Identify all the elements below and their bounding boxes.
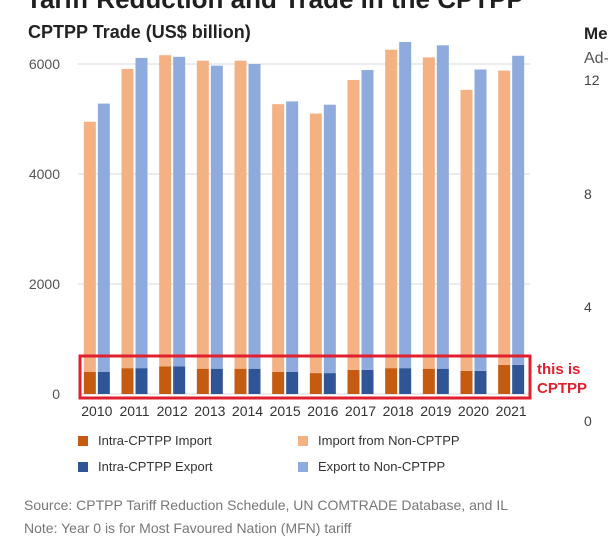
bar-export-non-cptpp xyxy=(210,65,223,369)
bar-intra-export xyxy=(173,366,186,394)
legend-label: Intra-CPTPP Import xyxy=(98,433,212,448)
x-tick-label: 2021 xyxy=(496,403,527,419)
cptpp-annotation: this is CPTPP xyxy=(537,361,588,397)
bar-export-non-cptpp xyxy=(399,42,412,369)
adjacent-y-tick: 8 xyxy=(584,186,592,202)
legend-label: Intra-CPTPP Export xyxy=(98,459,213,474)
bar-import-non-cptpp xyxy=(234,60,247,369)
x-tick-label: 2011 xyxy=(119,403,149,419)
x-tick-label: 2017 xyxy=(345,403,376,419)
bar-export-non-cptpp xyxy=(97,103,110,372)
adjacent-y-tick: 0 xyxy=(584,413,592,429)
x-tick-label: 2019 xyxy=(420,403,451,419)
bar-import-non-cptpp xyxy=(422,57,435,369)
bar-intra-import xyxy=(121,368,134,394)
bar-export-non-cptpp xyxy=(286,101,299,373)
bar-intra-export xyxy=(436,368,449,394)
bar-chart: 0 2000 4000 6000 2010 2011 2012 2013 2014 2015 201… xyxy=(29,42,532,419)
adjacent-y-tick: 4 xyxy=(584,299,592,315)
bar-intra-export xyxy=(248,368,261,394)
bar-intra-import xyxy=(272,372,285,394)
footer-source: Source: CPTPP Tariff Reduction Schedule,… xyxy=(24,497,509,513)
bar-intra-export xyxy=(97,372,110,394)
bar-export-non-cptpp xyxy=(474,69,487,371)
bar-import-non-cptpp xyxy=(121,68,134,369)
legend-label: Export to Non-CPTPP xyxy=(318,459,446,474)
bar-intra-import xyxy=(498,364,511,394)
bar-import-non-cptpp xyxy=(347,79,360,370)
bar-intra-import xyxy=(159,366,172,394)
bar-intra-export xyxy=(399,368,412,394)
legend-swatch xyxy=(298,461,308,472)
legend-swatch xyxy=(298,435,308,446)
x-tick-label: 2016 xyxy=(307,403,338,419)
bar-import-non-cptpp xyxy=(498,70,511,365)
bar-intra-import xyxy=(234,368,247,394)
x-tick-label: 2012 xyxy=(157,403,188,419)
x-tick-label: 2018 xyxy=(383,403,414,419)
x-tick-label: 2013 xyxy=(194,403,225,419)
adjacent-y-tick: 12 xyxy=(584,72,600,88)
legend-swatch xyxy=(78,435,88,446)
adjacent-chart-panel: Me Ad- 12 8 4 0 xyxy=(580,0,608,470)
legend-item-intra-export: Intra-CPTPP Export xyxy=(78,459,213,474)
legend-item-export-non-cptpp: Export to Non-CPTPP xyxy=(298,459,445,474)
x-tick-label: 2010 xyxy=(81,403,112,419)
bar-import-non-cptpp xyxy=(196,60,209,369)
bar-intra-import xyxy=(196,368,209,394)
bar-export-non-cptpp xyxy=(173,56,186,367)
bar-export-non-cptpp xyxy=(436,45,449,369)
highlight-box xyxy=(78,354,532,400)
y-tick-label: 4000 xyxy=(29,166,60,182)
bar-intra-import xyxy=(309,373,322,394)
x-tick-label: 2020 xyxy=(458,403,489,419)
page-banner-title: Tariff Reduction and Trade in the CPTPP xyxy=(0,0,608,12)
bar-intra-export xyxy=(286,372,299,394)
bar-intra-import xyxy=(385,368,398,394)
bar-intra-export xyxy=(210,368,223,394)
bar-import-non-cptpp xyxy=(272,104,285,373)
y-tick-label: 6000 xyxy=(29,56,60,72)
y-tick-label: 0 xyxy=(52,386,60,402)
bar-export-non-cptpp xyxy=(135,57,148,369)
bar-intra-import xyxy=(422,368,435,394)
bar-intra-import xyxy=(460,370,473,394)
bar-import-non-cptpp xyxy=(385,49,398,369)
legend-label: Import from Non-CPTPP xyxy=(318,433,460,448)
x-tick-label: 2015 xyxy=(270,403,301,419)
adjacent-chart-title: Me xyxy=(584,24,608,43)
legend-item-import-non-cptpp: Import from Non-CPTPP xyxy=(298,433,460,448)
legend-item-intra-import: Intra-CPTPP Import xyxy=(78,433,212,448)
bar-intra-export xyxy=(474,370,487,394)
bar-intra-import xyxy=(83,372,96,394)
bar-intra-import xyxy=(347,369,360,394)
y-tick-label: 2000 xyxy=(29,276,60,292)
bar-export-non-cptpp xyxy=(512,55,525,365)
chart-title: CPTPP Trade (US$ billion) xyxy=(28,22,251,42)
bar-import-non-cptpp xyxy=(309,113,322,374)
bar-export-non-cptpp xyxy=(361,70,374,370)
bar-import-non-cptpp xyxy=(460,89,473,371)
footer-note: Note: Year 0 is for Most Favoured Nation… xyxy=(24,520,352,536)
bar-export-non-cptpp xyxy=(323,104,336,374)
bar-intra-export xyxy=(361,369,374,394)
bar-intra-export xyxy=(512,364,525,394)
bar-intra-export xyxy=(323,373,336,394)
bar-intra-export xyxy=(135,368,148,394)
bar-import-non-cptpp xyxy=(83,121,96,372)
adjacent-chart-subtitle: Ad- xyxy=(584,50,608,67)
legend-swatch xyxy=(78,461,88,472)
bar-import-non-cptpp xyxy=(159,55,172,367)
x-tick-label: 2014 xyxy=(232,403,263,419)
banner-title-text: Tariff Reduction and Trade in the CPTPP xyxy=(26,0,524,12)
bar-export-non-cptpp xyxy=(248,64,261,369)
